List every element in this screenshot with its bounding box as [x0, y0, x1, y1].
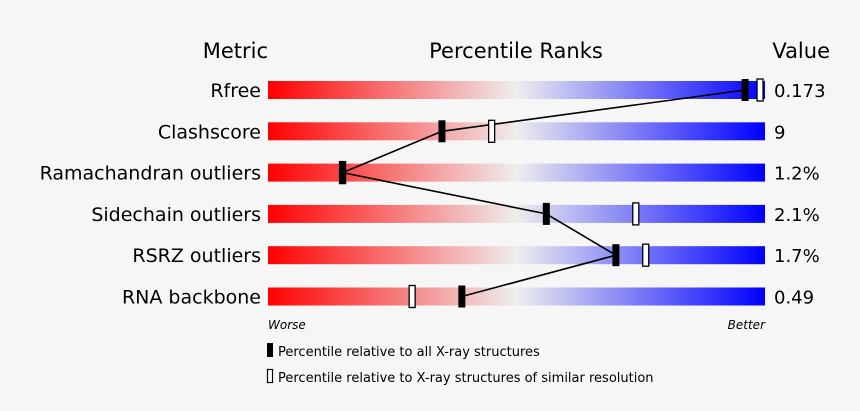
percentile-bar — [268, 122, 765, 141]
metric-row: Sidechain outliers 2.1% — [91, 204, 819, 226]
metric-value: 1.2% — [774, 164, 820, 185]
percentile-bar — [268, 246, 765, 265]
metric-header: Metric — [203, 39, 268, 63]
similar-resolution-marker — [487, 119, 496, 143]
all-structures-marker — [438, 120, 446, 143]
metric-row: RSRZ outliers 1.7% — [132, 245, 819, 267]
percentile-bar — [268, 204, 765, 223]
all-structures-marker — [741, 79, 749, 101]
percentile-bar — [268, 163, 765, 182]
worse-label: Worse — [268, 318, 306, 332]
legend-all-label: Percentile relative to all X-ray structu… — [278, 345, 540, 360]
all-structures-marker — [458, 285, 466, 308]
similar-resolution-marker — [756, 78, 764, 102]
similar-resolution-marker — [642, 243, 650, 267]
percentile-header: Percentile Ranks — [429, 39, 603, 63]
metric-row: Rfree 0.173 — [210, 80, 825, 102]
metric-label: Rfree — [210, 80, 261, 102]
metric-row: Ramachandran outliers 1.2% — [40, 163, 820, 185]
metric-row: Clashscore 9 — [158, 121, 786, 143]
metric-value: 0.49 — [774, 288, 814, 309]
value-header: Value — [772, 39, 830, 63]
legend-filled-marker — [267, 343, 273, 357]
similar-resolution-marker — [408, 284, 416, 309]
all-structures-marker — [542, 202, 550, 225]
metric-value: 0.173 — [774, 81, 826, 102]
metric-label: RSRZ outliers — [132, 245, 261, 267]
connector-line — [339, 89, 746, 298]
percentile-bar — [268, 287, 765, 306]
metric-label: Sidechain outliers — [91, 204, 261, 226]
legend: Percentile relative to all X-ray structu… — [266, 343, 654, 386]
better-label: Better — [728, 318, 766, 332]
metric-value: 2.1% — [774, 205, 820, 226]
metric-row: RNA backbone 0.49 — [122, 287, 814, 309]
metric-value: 9 — [774, 122, 785, 143]
metric-label: Clashscore — [158, 121, 261, 143]
all-structures-marker — [612, 244, 620, 267]
metric-label: Ramachandran outliers — [40, 163, 261, 185]
legend-open-marker — [266, 368, 274, 384]
similar-resolution-marker — [632, 202, 640, 226]
percentile-bar — [268, 81, 765, 99]
legend-similar-label: Percentile relative to X-ray structures … — [278, 371, 654, 386]
metric-rows: Rfree 0.173 Clashscore 9 Ramachandran outlie… — [40, 80, 826, 309]
metric-label: RNA backbone — [122, 287, 261, 309]
all-structures-marker — [339, 161, 347, 184]
connector-line-group — [339, 89, 746, 298]
marker-group — [338, 78, 764, 309]
metric-value: 1.7% — [774, 246, 820, 267]
